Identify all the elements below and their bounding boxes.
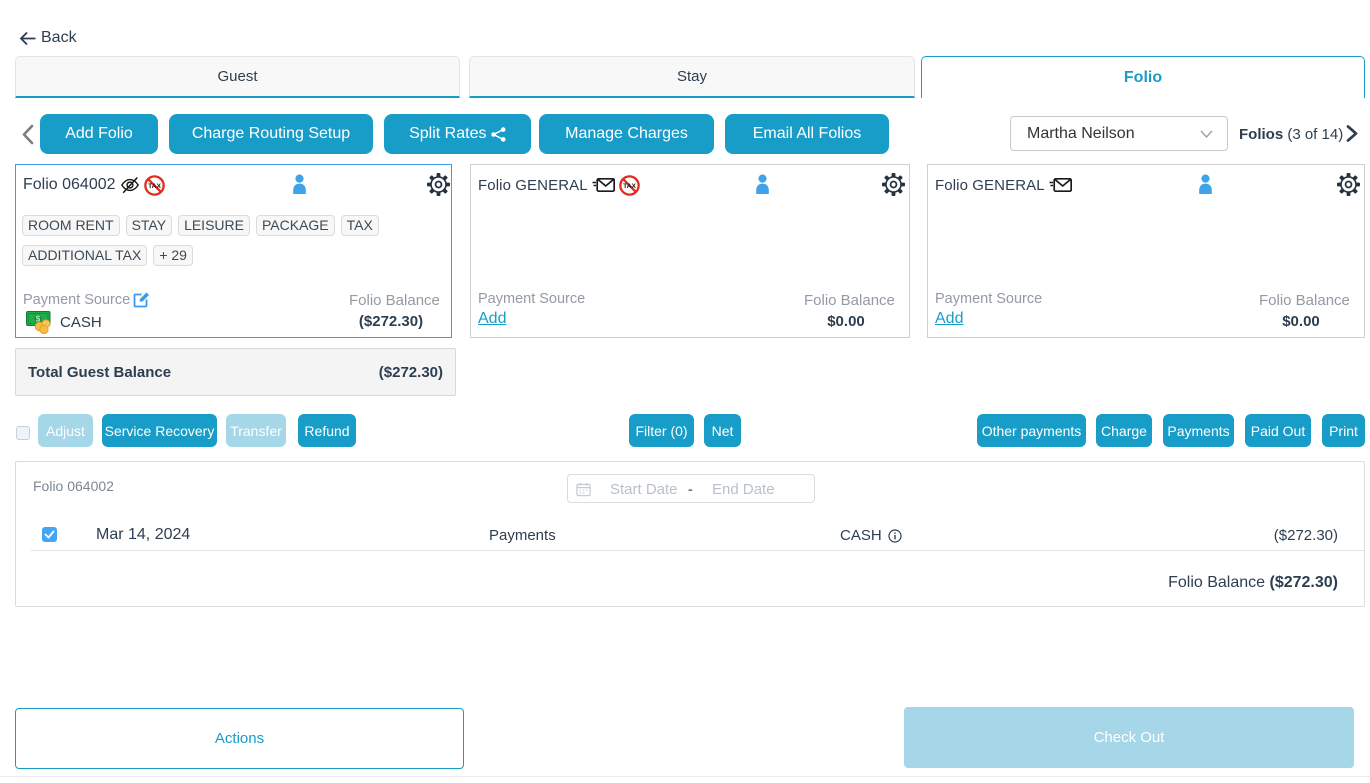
svg-text:$: $ <box>36 314 41 323</box>
svg-text:TAX: TAX <box>148 183 161 190</box>
svg-text:TAX: TAX <box>623 183 636 190</box>
